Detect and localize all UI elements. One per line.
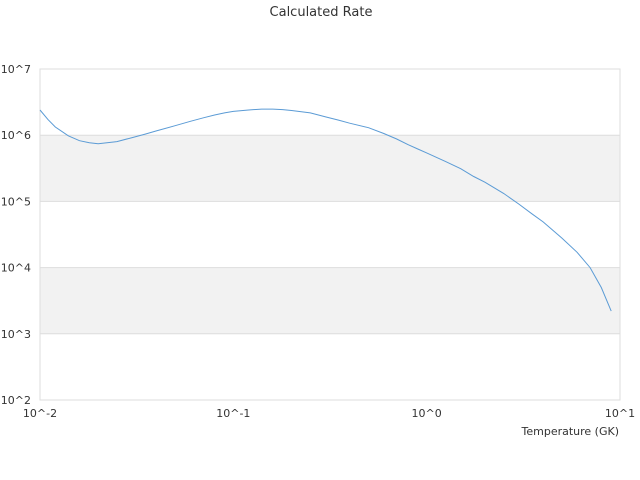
y-tick-label: 10^2 — [1, 394, 31, 407]
series-group — [39, 108, 612, 312]
plot-area-frame — [39, 68, 621, 401]
x-axis-label: Temperature (GK) — [521, 425, 620, 438]
y-tick-label: 10^5 — [1, 195, 31, 208]
y-axis-ticks: 10^2 10^3 10^4 10^5 10^6 10^7 — [1, 63, 31, 407]
grid-bands — [40, 135, 620, 334]
grid-band — [40, 135, 620, 202]
grid-lines — [40, 68, 620, 401]
x-tick-label: 10^-2 — [23, 407, 57, 420]
y-tick-label: 10^6 — [1, 129, 31, 142]
y-tick-label: 10^4 — [1, 262, 31, 275]
chart-title: Calculated Rate — [270, 5, 373, 20]
grid-band — [40, 267, 620, 334]
y-tick-label: 10^7 — [1, 63, 31, 76]
series-line — [39, 108, 612, 312]
x-tick-label: 10^1 — [605, 407, 635, 420]
x-tick-label: 10^-1 — [216, 407, 250, 420]
y-tick-label: 10^3 — [1, 328, 31, 341]
x-tick-label: 10^0 — [412, 407, 442, 420]
x-axis-ticks: 10^-2 10^-1 10^0 10^1 — [23, 407, 635, 420]
